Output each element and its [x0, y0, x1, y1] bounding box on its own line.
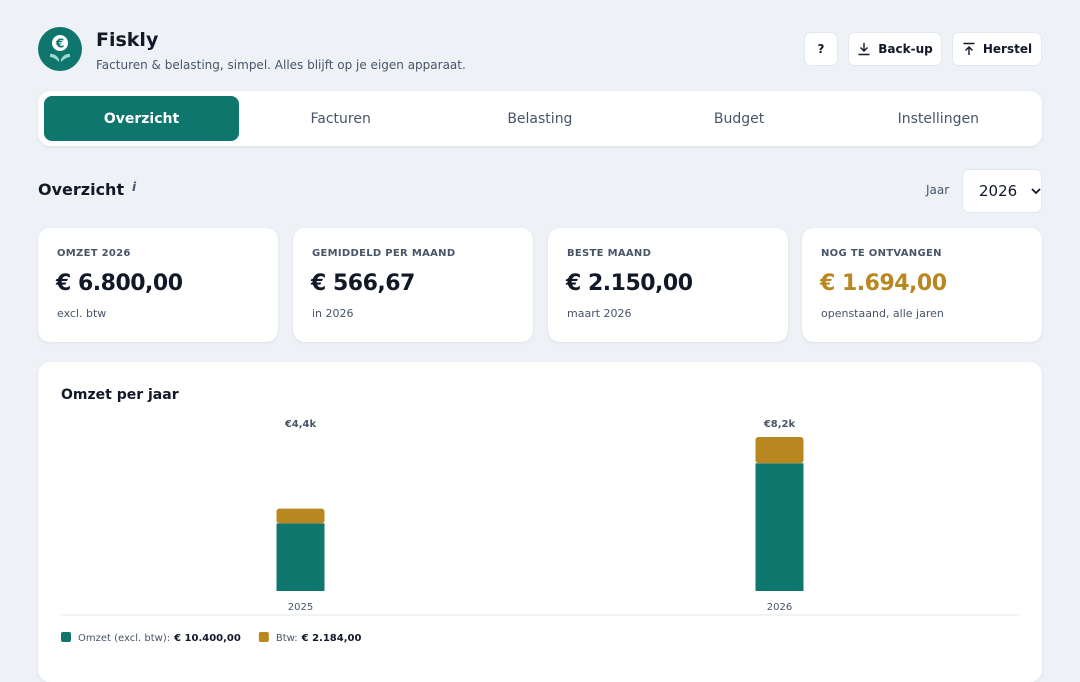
stat-card: NOG TE ONTVANGEN € 1.694,00 openstaand, al…: [802, 228, 1042, 342]
legend-total: € 2.184,00: [301, 633, 362, 644]
bar-segment: [276, 508, 325, 524]
upload-icon: [963, 42, 975, 55]
tab[interactable]: Belasting: [507, 110, 573, 127]
stat-note: maart 2026: [567, 307, 632, 320]
legend-swatch: [258, 632, 269, 642]
chart-title: Omzet per jaar: [61, 387, 179, 403]
chart-card: Omzet per jaar €4,4k 2025 €8,2k 2026 Omzet (…: [38, 362, 1042, 682]
stat-label: NOG TE ONTVANGEN: [821, 248, 942, 259]
stat-label: BESTE MAAND: [567, 248, 652, 259]
svg-text:€: €: [55, 37, 64, 51]
button-label: Back-up: [878, 42, 933, 56]
year-label: Jaar: [926, 183, 950, 197]
total-label: €8,2k: [763, 419, 796, 430]
bar-segment: [276, 523, 325, 591]
restore-button[interactable]: Herstel: [952, 32, 1042, 66]
stat-note: openstaand, alle jaren: [821, 307, 944, 320]
button-label: Herstel: [982, 42, 1033, 56]
legend-total: € 10.400,00: [173, 633, 241, 644]
app-subtitle: Facturen & belasting, simpel. Alles blij…: [96, 58, 466, 72]
info-icon[interactable]: i: [132, 180, 137, 194]
tab-bar: Overzicht Facturen Belasting Budget Instelli…: [38, 91, 1042, 146]
tab[interactable]: Facturen: [310, 110, 371, 127]
stat-card: BESTE MAAND € 2.150,00 maart 2026: [548, 228, 788, 342]
section-title: Overzicht: [38, 180, 125, 199]
legend-swatch: [61, 632, 71, 642]
chart: Omzet per jaar €4,4k 2025 €8,2k 2026 Omzet (…: [61, 387, 1019, 644]
legend-label: Btw:: [276, 633, 298, 644]
x-tick-label: 2025: [288, 602, 313, 613]
stat-label: GEMIDDELD PER MAAND: [312, 248, 456, 259]
page: € Fiskly Facturen & belasting, simpel. A…: [38, 27, 1042, 682]
x-tick-label: 2026: [767, 602, 792, 613]
stat-card: OMZET 2026 € 6.800,00 excl. btw: [38, 228, 278, 342]
tab[interactable]: Overzicht: [44, 96, 239, 141]
tab[interactable]: Budget: [713, 110, 765, 127]
stat-value: € 6.800,00: [56, 271, 183, 296]
stat-note: excl. btw: [57, 307, 107, 320]
bar-segment: [755, 463, 804, 591]
total-label: €4,4k: [284, 419, 317, 430]
stat-label: OMZET 2026: [57, 248, 131, 259]
tab[interactable]: Instellingen: [897, 110, 979, 127]
help-button[interactable]: ?: [804, 32, 838, 66]
download-icon: [858, 43, 870, 56]
stat-value: € 566,67: [311, 271, 415, 296]
year-value: 2026: [979, 182, 1018, 200]
stat-value: € 1.694,00: [820, 271, 947, 296]
stat-card: GEMIDDELD PER MAAND € 566,67 in 2026: [293, 228, 533, 342]
button-label: ?: [817, 42, 825, 56]
logo: €: [38, 27, 82, 71]
backup-button[interactable]: Back-up: [848, 32, 942, 66]
legend-label: Omzet (excl. btw):: [78, 633, 170, 644]
app-title: Fiskly: [96, 29, 159, 51]
stat-note: in 2026: [312, 307, 354, 320]
stat-value: € 2.150,00: [566, 271, 693, 296]
year-select[interactable]: 2026: [962, 169, 1042, 213]
bar-segment: [755, 437, 804, 464]
chevron: [1031, 188, 1041, 195]
